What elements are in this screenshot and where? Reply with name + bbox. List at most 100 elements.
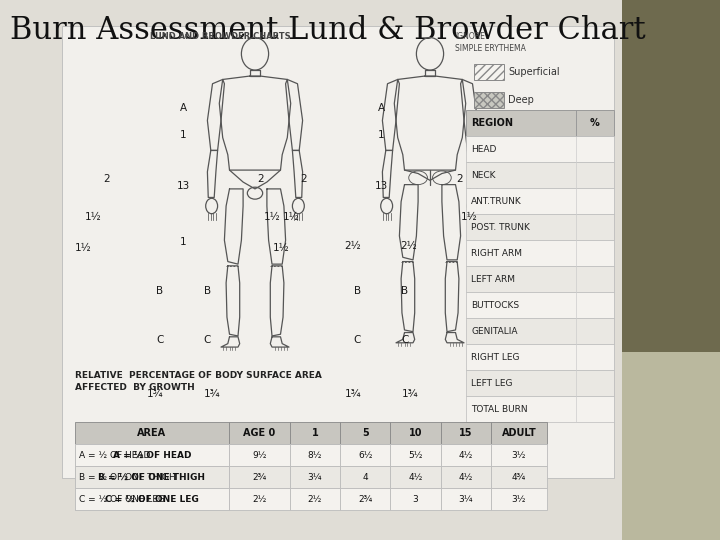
FancyBboxPatch shape [75, 444, 229, 466]
Text: 9½: 9½ [252, 450, 266, 460]
Text: POST. TRUNK: POST. TRUNK [471, 222, 530, 232]
Text: 15: 15 [459, 428, 472, 438]
Text: 1½: 1½ [74, 244, 91, 253]
Text: 1½: 1½ [283, 212, 300, 222]
Text: C: C [204, 335, 211, 345]
Text: 6½: 6½ [358, 450, 372, 460]
FancyBboxPatch shape [340, 422, 390, 444]
Text: 1: 1 [312, 428, 318, 438]
Text: 3¼: 3¼ [459, 495, 473, 503]
Text: C = ½ OF ONE LEG: C = ½ OF ONE LEG [79, 495, 165, 503]
FancyBboxPatch shape [466, 214, 614, 240]
FancyBboxPatch shape [229, 466, 289, 488]
Text: NECK: NECK [471, 171, 495, 179]
Text: B = ½ OF ONE THIGH: B = ½ OF ONE THIGH [79, 472, 176, 482]
Text: B = ½ OF ONE THIGH: B = ½ OF ONE THIGH [99, 472, 205, 482]
Text: REGION: REGION [471, 118, 513, 128]
FancyBboxPatch shape [466, 370, 614, 396]
FancyBboxPatch shape [466, 344, 614, 370]
FancyBboxPatch shape [474, 92, 504, 108]
Text: RIGHT LEG: RIGHT LEG [471, 353, 520, 361]
Text: 1¾: 1¾ [344, 389, 361, 399]
Text: ADULT: ADULT [502, 428, 536, 438]
Text: C: C [156, 335, 163, 345]
FancyBboxPatch shape [622, 0, 720, 352]
Text: 2: 2 [257, 174, 264, 184]
FancyBboxPatch shape [441, 444, 491, 466]
Text: B: B [401, 286, 408, 295]
FancyBboxPatch shape [390, 422, 441, 444]
Text: 4½: 4½ [459, 472, 473, 482]
Text: 1: 1 [378, 130, 385, 140]
FancyBboxPatch shape [466, 136, 614, 162]
Text: 3¼: 3¼ [307, 472, 322, 482]
FancyBboxPatch shape [289, 422, 340, 444]
FancyBboxPatch shape [441, 466, 491, 488]
FancyBboxPatch shape [75, 466, 229, 488]
FancyBboxPatch shape [441, 488, 491, 510]
Text: B: B [354, 286, 361, 295]
Text: 1: 1 [180, 237, 187, 247]
Text: RIGHT ARM: RIGHT ARM [471, 248, 522, 258]
Text: 3½: 3½ [512, 450, 526, 460]
FancyBboxPatch shape [289, 488, 340, 510]
Text: 2½: 2½ [344, 241, 361, 251]
Text: 2¾: 2¾ [252, 472, 266, 482]
FancyBboxPatch shape [75, 444, 229, 466]
FancyBboxPatch shape [622, 352, 720, 540]
FancyBboxPatch shape [289, 466, 340, 488]
Text: 2: 2 [456, 174, 463, 184]
FancyBboxPatch shape [466, 266, 614, 292]
Text: 2½: 2½ [307, 495, 322, 503]
Text: LEFT LEG: LEFT LEG [471, 379, 513, 388]
FancyBboxPatch shape [491, 444, 546, 466]
Text: 4¾: 4¾ [512, 472, 526, 482]
Text: 4½: 4½ [408, 472, 423, 482]
Text: AGE 0: AGE 0 [243, 428, 275, 438]
FancyBboxPatch shape [466, 318, 614, 344]
Text: 13: 13 [177, 181, 190, 191]
FancyBboxPatch shape [390, 466, 441, 488]
Text: C: C [401, 335, 408, 345]
FancyBboxPatch shape [466, 292, 614, 318]
FancyBboxPatch shape [491, 422, 546, 444]
Text: 8½: 8½ [307, 450, 322, 460]
Text: Superficial: Superficial [508, 67, 559, 77]
Text: 2¾: 2¾ [358, 495, 372, 503]
FancyBboxPatch shape [466, 240, 614, 266]
FancyBboxPatch shape [441, 422, 491, 444]
Text: AFFECTED  BY GROWTH: AFFECTED BY GROWTH [75, 383, 194, 392]
FancyBboxPatch shape [75, 422, 229, 444]
Text: 1¾: 1¾ [147, 389, 164, 399]
FancyBboxPatch shape [75, 488, 229, 510]
FancyBboxPatch shape [474, 64, 504, 80]
FancyBboxPatch shape [491, 488, 546, 510]
FancyBboxPatch shape [229, 422, 289, 444]
Text: 13: 13 [375, 181, 388, 191]
Text: LUND AND BROWDER CHARTS: LUND AND BROWDER CHARTS [150, 32, 290, 41]
Text: RELATIVE  PERCENTAGE OF BODY SURFACE AREA: RELATIVE PERCENTAGE OF BODY SURFACE AREA [75, 371, 322, 380]
Text: 5½: 5½ [408, 450, 423, 460]
Text: 1: 1 [180, 130, 187, 140]
Text: Burn Assessment Lund & Browder Chart: Burn Assessment Lund & Browder Chart [10, 15, 646, 46]
Text: C = ½ OF ONE LEG: C = ½ OF ONE LEG [105, 495, 199, 503]
FancyBboxPatch shape [466, 396, 614, 422]
FancyBboxPatch shape [491, 466, 546, 488]
Text: Deep: Deep [508, 95, 534, 105]
Text: 4: 4 [362, 472, 368, 482]
Text: 2½: 2½ [252, 495, 266, 503]
Text: A = ½ OF HEAD: A = ½ OF HEAD [112, 450, 191, 460]
FancyBboxPatch shape [229, 444, 289, 466]
FancyBboxPatch shape [75, 488, 229, 510]
Text: B: B [156, 286, 163, 295]
Text: BUTTOCKS: BUTTOCKS [471, 300, 519, 309]
FancyBboxPatch shape [62, 26, 614, 478]
Text: 10: 10 [409, 428, 422, 438]
Text: IGNORE
SIMPLE ERYTHEMA: IGNORE SIMPLE ERYTHEMA [455, 32, 526, 53]
Text: 2: 2 [103, 174, 110, 184]
Text: C: C [354, 335, 361, 345]
FancyBboxPatch shape [229, 488, 289, 510]
FancyBboxPatch shape [390, 488, 441, 510]
Text: TOTAL BURN: TOTAL BURN [471, 404, 528, 414]
Text: LEFT ARM: LEFT ARM [471, 274, 515, 284]
